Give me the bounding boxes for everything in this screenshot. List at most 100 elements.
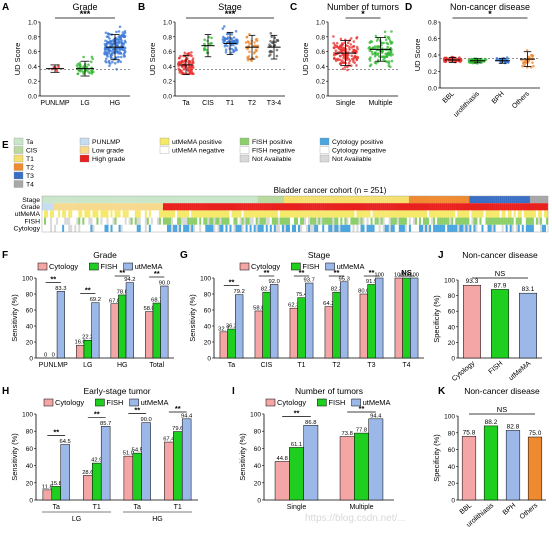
heatmap-cell-grade: [437, 203, 440, 211]
legend-label-utmema: utMeMA positive: [172, 139, 222, 146]
heatmap-cell-fish: [191, 217, 194, 225]
data-point: [373, 45, 377, 48]
data-point: [340, 42, 344, 45]
x-tick-label: BBL: [459, 502, 474, 516]
heatmap-cell-stage: [499, 196, 502, 204]
heatmap-cell-utmema: [350, 210, 353, 218]
heatmap-cell-cytology: [209, 224, 212, 232]
heatmap-cell-fish: [44, 217, 47, 225]
heatmap-row-label: Stage: [22, 197, 40, 204]
heatmap-cell-cytology: [382, 224, 385, 232]
data-point: [181, 60, 185, 64]
heatmap-cell-cytology: [201, 224, 204, 232]
significance-marker: **: [94, 409, 100, 418]
heatmap-cell-fish: [374, 217, 377, 225]
heatmap-cell-fish: [183, 217, 186, 225]
legend-swatch-fish: [239, 137, 250, 146]
heatmap-cell-utmema: [126, 210, 129, 218]
heatmap-cell-grade: [455, 203, 458, 211]
heatmap-cell-cytology: [213, 224, 216, 232]
data-point: [269, 32, 273, 35]
heatmap-cell-grade: [336, 203, 339, 211]
heatmap-cell-grade: [281, 203, 285, 211]
heatmap-cell-grade: [348, 203, 351, 211]
heatmap-cell-utmema: [318, 210, 321, 218]
heatmap-cell-grade: [477, 203, 480, 211]
heatmap-cell-stage: [98, 196, 101, 204]
heatmap-cell-grade: [173, 203, 176, 211]
heatmap-cell-grade: [445, 203, 448, 211]
data-label: 69.2: [90, 297, 101, 303]
legend-swatch: [325, 262, 335, 271]
legend-label-fish: FISH negative: [252, 148, 295, 155]
heatmap-cell-grade: [82, 203, 85, 211]
heatmap-cell-fish: [74, 217, 77, 225]
heatmap-cell-stage: [289, 196, 293, 204]
heatmap-cell-stage: [481, 196, 484, 204]
heatmap-cell-utmema: [451, 210, 454, 218]
heatmap-cell-fish: [517, 217, 520, 225]
heatmap-cell-utmema: [408, 210, 412, 218]
heatmap-cell-fish: [233, 217, 236, 225]
x-tick-label: T1: [174, 504, 182, 511]
heatmap-cell-fish: [304, 217, 307, 225]
heatmap-cell-stage: [148, 196, 152, 204]
data-point: [223, 44, 227, 48]
heatmap-cell-fish: [152, 217, 156, 225]
heatmap-cell-grade: [543, 203, 547, 211]
heatmap-cell-grade: [213, 203, 216, 211]
data-point: [177, 64, 180, 67]
heatmap-cell-grade: [60, 203, 63, 211]
heatmap-cell-grade: [285, 203, 289, 211]
heatmap-cell-stage: [251, 196, 254, 204]
heatmap-cell-cytology: [360, 224, 363, 232]
heatmap-cell-grade: [201, 203, 204, 211]
data-point: [523, 63, 526, 67]
heatmap-cell-cytology: [239, 224, 242, 232]
heatmap-cell-fish: [273, 217, 276, 225]
x-tick-label: CIS: [261, 362, 273, 369]
data-point: [104, 60, 107, 63]
heatmap-cell-grade: [120, 203, 123, 211]
heatmap-cell-fish: [48, 217, 51, 225]
heatmap-cell-grade: [390, 203, 393, 211]
heatmap-cell-fish: [330, 217, 333, 225]
heatmap-cell-utmema: [64, 210, 67, 218]
heatmap-cell-fish: [340, 217, 343, 225]
heatmap-cell-cytology: [162, 224, 166, 232]
bar: [181, 418, 192, 501]
heatmap-cell-utmema: [100, 210, 103, 218]
x-tick-label: urolithiasis: [453, 90, 482, 119]
heatmap-cell-utmema: [525, 210, 528, 218]
heatmap-cell-fish: [189, 217, 192, 225]
data-point: [524, 61, 528, 65]
heatmap-cell-utmema: [378, 210, 381, 218]
heatmap-cell-grade: [539, 203, 543, 211]
heatmap-cell-utmema: [372, 210, 375, 218]
legend-label: FISH: [328, 398, 345, 407]
heatmap-cell-stage: [102, 196, 105, 204]
heatmap-cell-utmema: [144, 210, 147, 218]
heatmap-cell-grade: [354, 203, 357, 211]
heatmap-cell-utmema: [414, 210, 418, 218]
heatmap-cell-stage: [348, 196, 351, 204]
significance-marker: **: [294, 408, 300, 417]
heatmap-cell-utmema: [199, 210, 202, 218]
heatmap-cell-fish: [128, 217, 131, 225]
heatmap-cell-cytology: [527, 224, 531, 232]
data-point: [115, 30, 118, 34]
heatmap-cell-cytology: [449, 224, 452, 232]
heatmap-cell-stage: [134, 196, 137, 204]
data-point: [355, 36, 359, 39]
heatmap-cell-utmema: [173, 210, 176, 218]
heatmap-cell-utmema: [267, 210, 270, 218]
heatmap-cell-fish: [132, 217, 135, 225]
y-tick-label: 80: [26, 292, 34, 299]
data-point: [252, 51, 256, 55]
heatmap-cell-cytology: [517, 224, 520, 232]
heatmap-cell-cytology: [304, 224, 307, 232]
heatmap-cell-grade: [94, 203, 97, 211]
heatmap-cell-utmema: [418, 210, 422, 218]
bar: [132, 452, 142, 501]
heatmap-cell-grade: [52, 203, 55, 211]
